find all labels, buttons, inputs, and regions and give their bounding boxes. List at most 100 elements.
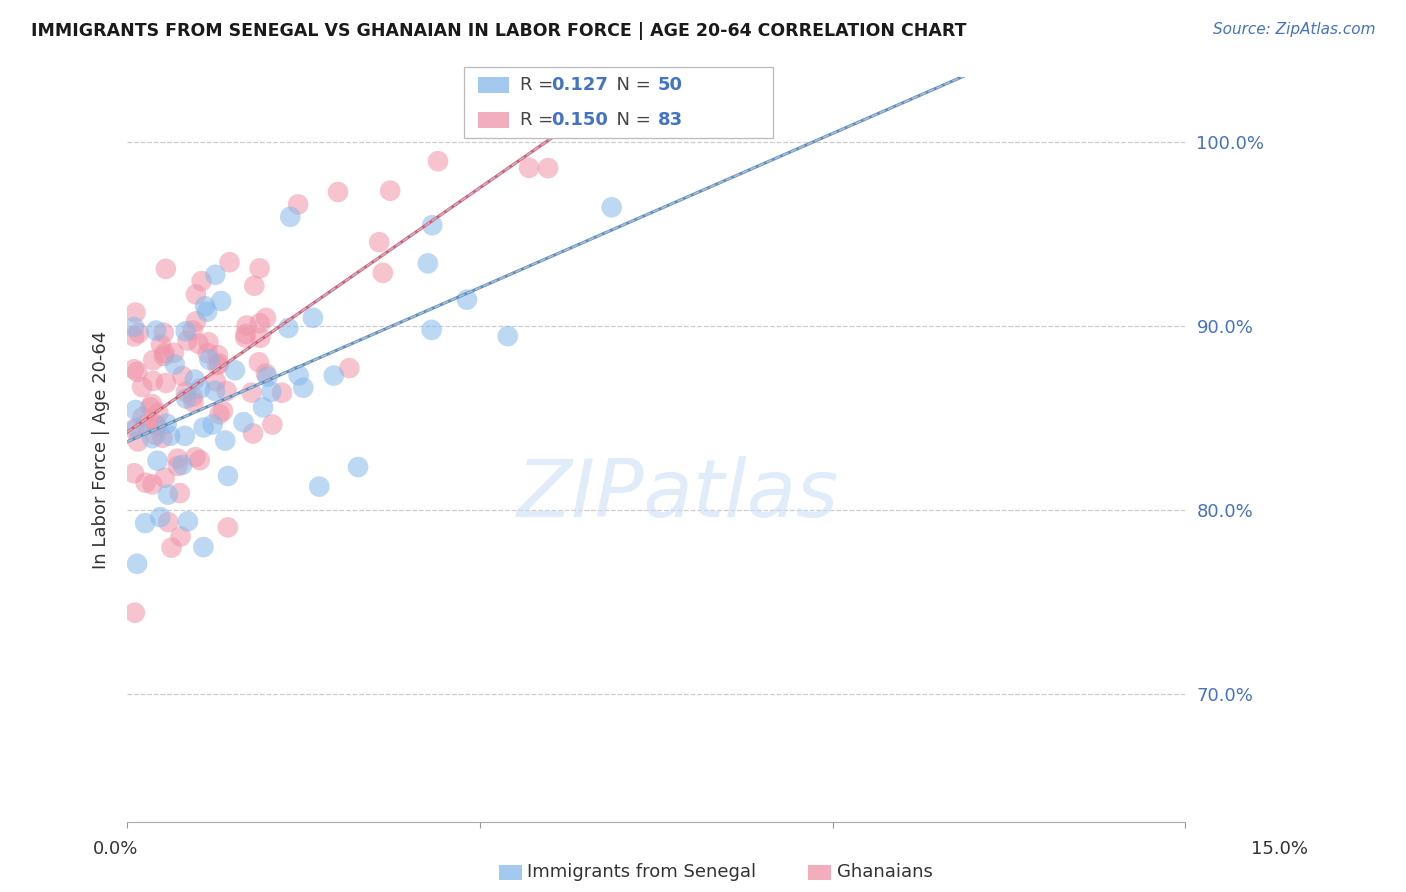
Point [163, 345, 186, 359]
Point [174, 324, 197, 338]
Point [278, 210, 301, 224]
Point [326, 185, 349, 199]
Point [122, 329, 145, 343]
Point [302, 310, 325, 325]
Point [155, 376, 177, 390]
Text: 0.0%: 0.0% [93, 840, 138, 858]
Point [292, 381, 315, 395]
Text: IMMIGRANTS FROM SENEGAL VS GHANAIAN IN LABOR FORCE | AGE 20-64 CORRELATION CHART: IMMIGRANTS FROM SENEGAL VS GHANAIAN IN L… [31, 22, 966, 40]
Point [233, 330, 256, 344]
Point [208, 357, 231, 371]
Point [517, 161, 540, 175]
Point [600, 200, 623, 214]
Point [152, 431, 174, 445]
Point [217, 469, 239, 483]
Point [214, 434, 236, 448]
Point [322, 368, 344, 383]
Text: 15.0%: 15.0% [1251, 840, 1308, 858]
Point [235, 318, 257, 333]
Text: Source: ZipAtlas.com: Source: ZipAtlas.com [1212, 22, 1375, 37]
Point [128, 326, 150, 340]
Point [207, 348, 229, 362]
Point [149, 337, 172, 351]
Point [249, 316, 271, 330]
Point [131, 410, 153, 425]
Point [176, 334, 198, 348]
Point [169, 486, 191, 500]
Point [271, 385, 294, 400]
Point [212, 404, 235, 418]
Point [155, 261, 177, 276]
Text: 0.127: 0.127 [551, 76, 607, 94]
Point [153, 346, 176, 360]
Point [169, 529, 191, 543]
Point [159, 429, 181, 443]
Point [194, 299, 217, 313]
Point [235, 326, 257, 341]
Point [141, 431, 163, 445]
Text: 0.150: 0.150 [551, 112, 607, 129]
Point [135, 417, 157, 432]
Text: 83: 83 [658, 112, 683, 129]
Point [262, 417, 284, 432]
Point [153, 471, 176, 485]
Point [187, 336, 209, 351]
Point [139, 401, 162, 415]
Point [207, 358, 229, 372]
Point [181, 390, 204, 404]
Point [308, 480, 330, 494]
Point [160, 541, 183, 555]
Point [127, 365, 149, 379]
Point [204, 374, 226, 388]
Point [122, 320, 145, 334]
Text: N =: N = [605, 112, 657, 129]
Point [145, 418, 167, 433]
Text: R =: R = [520, 76, 560, 94]
Point [260, 384, 283, 399]
Y-axis label: In Labor Force | Age 20-64: In Labor Force | Age 20-64 [93, 331, 110, 569]
Point [163, 358, 186, 372]
Point [337, 361, 360, 376]
Point [416, 256, 439, 270]
Point [368, 235, 391, 249]
Text: N =: N = [605, 76, 657, 94]
Point [188, 453, 211, 467]
Point [204, 268, 226, 282]
Point [134, 516, 156, 530]
Point [152, 326, 174, 340]
Point [193, 420, 215, 434]
Point [218, 255, 240, 269]
Point [256, 369, 278, 384]
Point [195, 304, 218, 318]
Point [145, 417, 167, 432]
Point [277, 321, 299, 335]
Point [209, 293, 232, 308]
Point [496, 329, 519, 343]
Point [420, 323, 443, 337]
Point [122, 422, 145, 436]
Point [173, 429, 195, 443]
Point [124, 305, 146, 319]
Point [174, 384, 197, 399]
Point [201, 417, 224, 432]
Point [125, 557, 148, 571]
Point [347, 460, 370, 475]
Text: ZIPatlas: ZIPatlas [516, 456, 838, 533]
Point [142, 353, 165, 368]
Text: R =: R = [520, 112, 560, 129]
Point [157, 515, 180, 529]
Point [456, 293, 478, 307]
Point [380, 184, 402, 198]
Point [127, 434, 149, 449]
Point [190, 274, 212, 288]
Point [224, 363, 246, 377]
Point [420, 219, 443, 233]
Point [197, 335, 219, 350]
Point [287, 197, 309, 211]
Point [122, 467, 145, 481]
Point [131, 380, 153, 394]
Point [193, 540, 215, 554]
Point [142, 374, 165, 388]
Point [249, 331, 271, 345]
Point [135, 475, 157, 490]
